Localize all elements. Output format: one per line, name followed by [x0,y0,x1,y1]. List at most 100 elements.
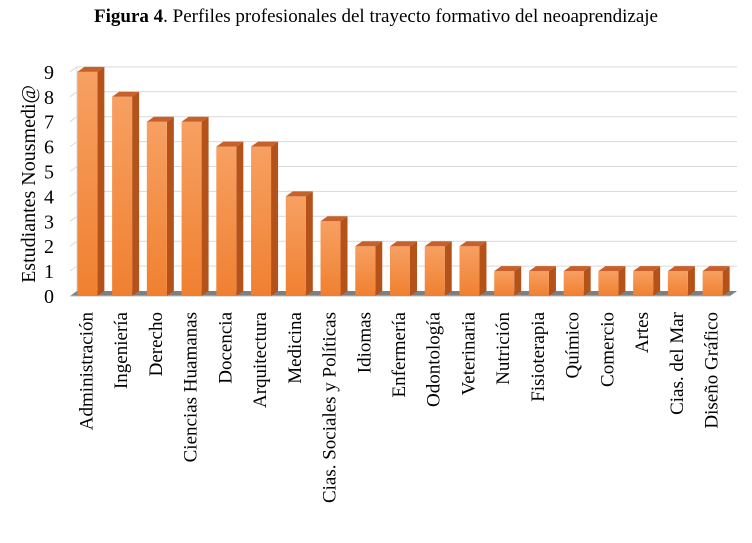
x-tick-label: Diseño Gráfico [702,312,723,429]
bar-top [528,266,556,272]
gridline-depth [69,215,78,222]
bar-top [633,266,661,272]
gridline-depth [69,91,78,98]
bar-top [216,141,244,147]
y-tick-label: 5 [44,162,54,184]
bar-side [687,266,695,296]
bar-front [633,271,654,296]
bar-top [181,116,209,122]
x-axis-ticks: Administración Ingeniería Derecho Ciencias … [76,311,722,503]
bar-side [305,191,313,296]
bar-top [598,266,626,272]
bar [285,191,313,296]
bar [633,266,661,296]
bar [181,116,209,296]
bar-front [355,246,376,296]
x-tick-label: Artes [632,312,653,353]
x-tick-label: Docencia [215,311,236,383]
bar-front [667,271,688,296]
gridline-depth [69,240,78,247]
bar [320,216,348,296]
bar-side [722,266,730,296]
bar [390,241,417,296]
x-tick-label: Derecho [146,312,167,376]
bar [667,266,695,296]
x-tick-label: Fisioterapia [528,311,549,401]
figure-title: Figura 4. Perfiles profesionales del tra… [0,6,752,28]
bar-top [424,241,452,247]
bar-side [340,216,348,296]
bar-top [320,216,348,222]
bar-side [548,266,556,296]
y-tick-label: 0 [44,286,54,308]
bar-front [251,146,272,296]
bar-side [271,141,279,296]
bar-front [216,146,237,296]
x-tick-label: Comercio [597,312,618,387]
gridline-depth [69,141,78,148]
bar-top [77,66,105,72]
bar-front [528,271,549,296]
x-tick-label: Nutrición [493,312,514,385]
bar-side [479,241,487,296]
bar-front [181,121,202,296]
bar-top [146,116,174,122]
bar [251,141,279,296]
bar [459,241,487,296]
x-tick-label: Veterinaria [458,311,479,395]
x-tick-label: Odontología [424,311,445,407]
bar [146,116,174,296]
x-tick-label: Químico [563,312,584,379]
bar-front [494,271,515,296]
bar [528,266,556,296]
y-axis-ticks: 0 1 2 3 45 6 7 8 9 [44,62,54,308]
gridline-depth [69,116,78,123]
bar-front [320,221,341,296]
bar-side [653,266,661,296]
y-tick-label: 6 [44,137,54,159]
bar-front [702,271,723,296]
y-tick-label: 8 [44,87,54,109]
bar-front [285,196,306,296]
bar-side [410,241,417,296]
bar-side [166,116,174,296]
bar-front [459,246,480,296]
bar [355,241,383,296]
x-tick-label: Administración [76,312,97,431]
bar [494,266,522,296]
bar [77,66,105,297]
bar-front [112,96,133,296]
bar-top [563,266,591,272]
bar-front [563,271,584,296]
bar-side [444,241,452,296]
bar-top [355,241,383,247]
bar-top [667,266,695,272]
x-tick-label: Medicina [285,311,306,383]
figure-label: Figura 4 [94,6,164,27]
x-tick-label: Cias. Sociales y Políticas [320,312,341,503]
bar [216,141,244,296]
bar-top [112,91,140,97]
y-tick-label: 9 [44,62,54,84]
bar-top [285,191,313,197]
x-tick-label: Ciencias Huamanas [181,312,202,462]
bar-front [146,121,167,296]
y-tick-label: 7 [44,112,54,134]
y-tick-label: 2 [44,236,54,258]
y-tick-label: 4 [44,186,54,208]
bar-front [390,246,410,296]
bar-side [514,266,522,296]
y-tick-label: 3 [44,211,54,233]
bar [424,241,452,296]
bar [598,266,626,296]
x-tick-label: Idiomas [354,312,375,373]
x-tick-label: Ingeniería [111,311,132,389]
bar [702,266,730,296]
gridline-depth [69,66,78,73]
bar-side [132,91,140,296]
bar-top [702,266,730,272]
x-tick-label: Cias. del Mar [667,311,688,415]
gridline-depth [69,190,78,197]
gridline-depth [69,265,78,272]
